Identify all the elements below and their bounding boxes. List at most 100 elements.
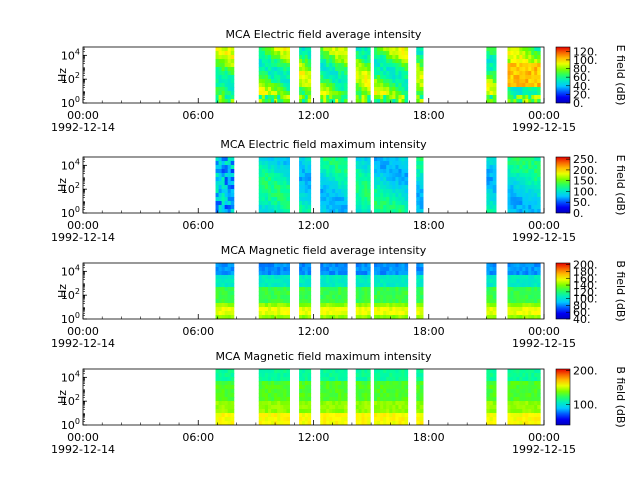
- data-interval: [546, 369, 554, 426]
- x-tick-label: 18:00: [413, 219, 445, 232]
- x-tick-label: 18:00: [413, 431, 445, 444]
- colorbar-tick-label: 60.: [573, 71, 591, 84]
- y-tick-label: 100: [61, 417, 80, 432]
- plot-frame: [82, 156, 545, 214]
- data-interval: [416, 263, 424, 319]
- data-interval: [507, 369, 541, 425]
- y-axis-label: Hz: [56, 390, 69, 404]
- chart-panel-3: MCA Magnetic field average intensity 104 1…: [51, 244, 627, 350]
- data-interval: [320, 369, 348, 425]
- colorbar-label: B field (dB): [614, 366, 627, 427]
- data-interval: [320, 157, 348, 213]
- data-interval: [486, 47, 497, 103]
- x-tick-label: 18:00: [413, 325, 445, 338]
- data-interval: [486, 157, 497, 213]
- x-tick-date: 1992-12-15: [512, 121, 576, 134]
- x-tick-date: 1992-12-15: [512, 337, 576, 350]
- y-tick-label: 104: [61, 369, 80, 384]
- colorbar-tick-label: 120.: [573, 286, 598, 299]
- x-tick-label: 12:00: [298, 431, 330, 444]
- data-interval: [486, 369, 497, 425]
- x-tick-label: 18:00: [413, 109, 445, 122]
- colorbar: [556, 369, 570, 425]
- colorbar-tick-label: 50.: [573, 196, 591, 209]
- x-tick-label: 12:00: [298, 325, 330, 338]
- data-interval: [258, 157, 290, 213]
- x-tick-date: 1992-12-14: [51, 231, 115, 244]
- spectrogram-data: [215, 47, 541, 103]
- x-tick-label: 00:00: [67, 431, 99, 444]
- data-interval: [320, 47, 348, 103]
- x-tick-label: 00:00: [67, 325, 99, 338]
- spectrogram-data: [215, 369, 554, 426]
- data-interval: [507, 157, 541, 213]
- colorbar-tick-label: 100.: [573, 185, 598, 198]
- chart-title: MCA Electric field average intensity: [226, 28, 422, 41]
- colorbar: [556, 263, 570, 319]
- colorbar-tick-label: 40.: [573, 80, 591, 93]
- x-tick-label: 00:00: [528, 219, 560, 232]
- spectrogram-data: [215, 263, 554, 320]
- y-tick-label: 104: [61, 47, 80, 62]
- x-tick-label: 00:00: [67, 219, 99, 232]
- colorbar: [556, 157, 570, 213]
- plot-frame: [82, 368, 545, 426]
- data-interval: [299, 157, 312, 213]
- colorbar-label: E field (dB): [614, 155, 627, 216]
- data-interval: [546, 263, 554, 320]
- plot-frame: [82, 262, 545, 320]
- data-interval: [258, 47, 290, 103]
- colorbar-tick-label: 200.: [573, 365, 598, 378]
- y-axis-label: Hz: [56, 178, 69, 192]
- colorbar-tick-label: 40.: [573, 313, 591, 326]
- data-interval: [416, 47, 424, 103]
- chart-title: MCA Magnetic field average intensity: [221, 244, 427, 257]
- x-tick-label: 00:00: [528, 109, 560, 122]
- colorbar-tick-label: 0.: [573, 97, 584, 110]
- colorbar-tick-label: 140.: [573, 279, 598, 292]
- data-interval: [416, 369, 424, 425]
- colorbar-frame: [555, 156, 571, 214]
- plot-frame: [82, 46, 545, 104]
- x-tick-date: 1992-12-14: [51, 443, 115, 456]
- colorbar-tick-label: 100.: [573, 293, 598, 306]
- colorbar-tick-label: 100.: [573, 54, 598, 67]
- colorbar-frame: [555, 262, 571, 320]
- data-interval: [486, 263, 497, 319]
- colorbar-tick-label: 150.: [573, 175, 598, 188]
- x-tick-date: 1992-12-15: [512, 443, 576, 456]
- colorbar-tick-label: 180.: [573, 265, 598, 278]
- y-tick-label: 100: [61, 205, 80, 220]
- colorbar-tick-label: 80.: [573, 63, 591, 76]
- colorbar-tick-label: 100.: [573, 399, 598, 412]
- chart-panel-4: MCA Magnetic field maximum intensity 104 1…: [51, 350, 627, 456]
- data-interval: [258, 263, 290, 319]
- data-interval: [507, 47, 541, 103]
- colorbar: [556, 47, 570, 103]
- x-tick-date: 1992-12-15: [512, 231, 576, 244]
- y-tick-label: 104: [61, 263, 80, 278]
- colorbar-tick-label: 20.: [573, 88, 591, 101]
- data-interval: [374, 369, 409, 425]
- data-interval: [374, 157, 409, 213]
- data-interval: [320, 263, 348, 319]
- x-tick-label: 06:00: [182, 109, 214, 122]
- data-interval: [507, 263, 541, 319]
- data-interval: [299, 47, 312, 103]
- data-interval: [355, 263, 371, 319]
- data-interval: [546, 157, 554, 214]
- data-interval: [355, 157, 371, 213]
- colorbar-tick-label: 160.: [573, 272, 598, 285]
- chart-panel-2: MCA Electric field maximum intensity 104 1…: [51, 138, 627, 244]
- colorbar-tick-label: 0.: [573, 207, 584, 220]
- spectrogram-data: [215, 157, 554, 214]
- data-interval: [299, 263, 312, 319]
- chart-title: MCA Electric field maximum intensity: [220, 138, 427, 151]
- x-tick-label: 00:00: [528, 325, 560, 338]
- colorbar-frame: [555, 368, 571, 426]
- y-tick-label: 100: [61, 95, 80, 110]
- x-tick-label: 06:00: [182, 325, 214, 338]
- x-tick-label: 06:00: [182, 219, 214, 232]
